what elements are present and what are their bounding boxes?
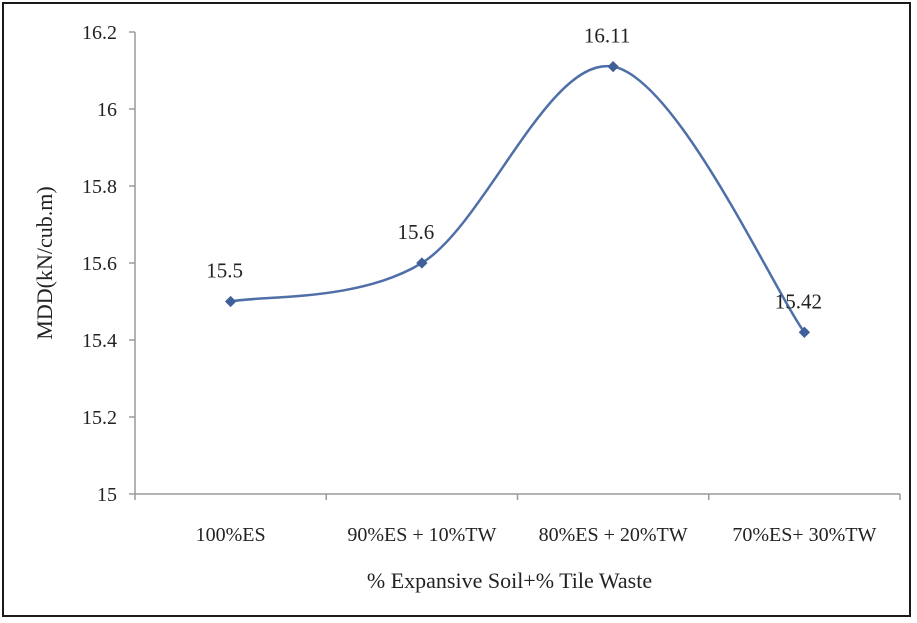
data-label: 15.5 [206,259,243,283]
data-point-marker [416,257,428,269]
chart-frame [2,2,911,617]
x-tick-label: 80%ES + 20%TW [539,524,688,546]
x-axis-ticks: 100%ES 90%ES + 10%TW 80%ES + 20%TW 70%ES+ 3… [134,494,901,546]
data-label: 15.42 [775,289,822,313]
y-axis-ticks: 15 15.2 15.4 15.6 15.8 16 16.2 [82,22,135,506]
y-tick-label: 16.2 [82,22,117,44]
y-tick-label: 16 [97,99,117,121]
data-point-marker [224,295,237,308]
y-tick-label: 15.6 [82,253,117,275]
y-tick-label: 15.2 [82,407,117,429]
data-point-marker [798,326,811,338]
x-tick-label: 90%ES + 10%TW [347,524,496,546]
y-tick-label: 15.4 [82,330,117,352]
data-markers [224,60,811,338]
x-tick-label: 70%ES+ 30%TW [732,524,876,546]
x-tick-label: 100%ES [196,524,266,546]
y-tick-label: 15 [97,484,117,506]
x-axis-title: % Expansive Soil+% Tile Waste [367,568,652,593]
y-tick-label: 15.8 [82,176,117,198]
y-axis-title: MDD(kN/cub.m) [32,186,57,339]
data-label: 15.6 [398,220,435,244]
data-label: 16.11 [584,24,630,48]
data-labels: 15.5 15.6 16.11 15.42 [206,24,822,314]
data-point-marker [607,60,619,73]
series-line [230,65,806,334]
